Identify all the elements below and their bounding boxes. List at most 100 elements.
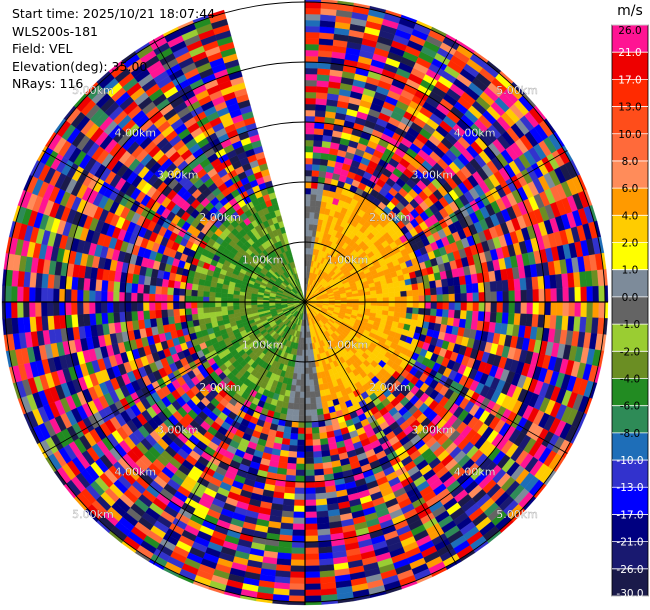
velocity-gate [197,307,204,314]
velocity-gate [412,295,420,303]
velocity-gate [311,176,319,183]
velocity-gate [298,415,306,423]
velocity-gate [130,301,138,312]
velocity-gate [304,385,311,393]
velocity-gate [112,291,120,303]
velocity-gate [291,415,299,422]
velocity-gate [148,293,156,303]
velocity-gate [538,301,546,316]
velocity-gate [100,301,108,314]
velocity-gate [502,290,510,303]
velocity-gate [167,279,175,288]
velocity-gate [532,289,540,303]
velocity-gate [22,286,30,303]
velocity-gate [172,294,180,303]
velocity-gate [429,280,437,289]
velocity-gate [161,309,168,318]
velocity-gate [580,286,588,303]
velocity-gate [292,409,300,416]
velocity-gate [304,433,313,441]
velocity-gate [289,439,298,446]
velocity-gate [304,421,312,429]
velocity-gate [238,305,246,310]
velocity-gate [106,301,114,313]
velocity-gate [76,289,84,303]
velocity-gate [400,301,408,308]
velocity-gate [309,205,316,213]
velocity-gate [282,498,295,506]
velocity-gate [136,301,144,312]
velocity-gate [173,287,180,296]
velocity-gate [412,289,419,297]
velocity-gate [308,361,313,369]
velocity-gate [142,293,150,303]
velocity-gate [496,301,504,313]
velocity-gate [299,385,306,393]
velocity-gate [16,301,24,318]
velocity-gate [442,301,450,310]
velocity-gate [316,510,329,518]
velocity-gate [304,565,320,573]
velocity-gate [304,223,310,231]
velocity-gate [460,301,468,311]
velocity-gate [291,541,306,549]
velocity-gate [304,379,310,387]
velocity-gate [295,475,306,483]
velocity-gate [191,313,199,321]
velocity-gate [76,301,84,315]
velocity-gate [95,312,103,325]
velocity-gate [89,313,97,326]
velocity-gate [293,403,300,410]
velocity-gate [286,468,297,476]
velocity-gate [490,301,498,313]
velocity-gate [208,306,216,313]
velocity-gate [124,301,132,312]
velocity-gate [202,307,210,314]
velocity-gate [297,427,306,435]
velocity-gate [221,310,229,316]
velocity-gate [568,287,576,303]
velocity-gate [304,475,315,483]
velocity-gate [304,121,315,129]
velocity-gate [318,426,327,434]
velocity-gate [412,301,420,309]
velocity-gate [406,290,413,297]
velocity-gate [304,73,318,81]
velocity-gate [173,315,181,324]
velocity-gate [300,373,306,381]
velocity-gate [167,308,174,318]
velocity-gate [315,498,328,506]
velocity-gate [107,312,115,324]
velocity-gate [312,152,322,159]
velocity-gate [308,367,313,375]
velocity-gate [489,311,497,323]
velocity-gate [308,373,314,381]
velocity-gate [197,290,204,297]
velocity-gate [400,290,408,297]
velocity-gate [400,296,408,303]
velocity-gate [167,286,174,296]
velocity-gate [484,291,492,303]
velocity-gate [394,301,402,308]
velocity-gate [405,284,413,292]
velocity-gate [155,285,162,295]
velocity-gate [94,301,102,314]
velocity-gate [58,288,66,303]
velocity-gate [304,457,314,465]
velocity-gate [220,301,228,307]
velocity-gate [574,286,582,303]
velocity-gate [88,301,96,314]
velocity-gate [304,469,315,477]
velocity-gate [412,307,419,315]
velocity-gate [172,301,180,310]
velocity-gate [550,288,558,303]
velocity-gate [137,310,145,321]
velocity-gate [293,499,306,507]
velocity-gate [411,313,419,321]
velocity-gate [46,301,54,317]
velocity-gate [526,289,534,303]
velocity-gate [52,301,60,316]
velocity-gate [315,492,327,500]
velocity-gate [283,426,292,434]
velocity-gate [436,286,443,296]
